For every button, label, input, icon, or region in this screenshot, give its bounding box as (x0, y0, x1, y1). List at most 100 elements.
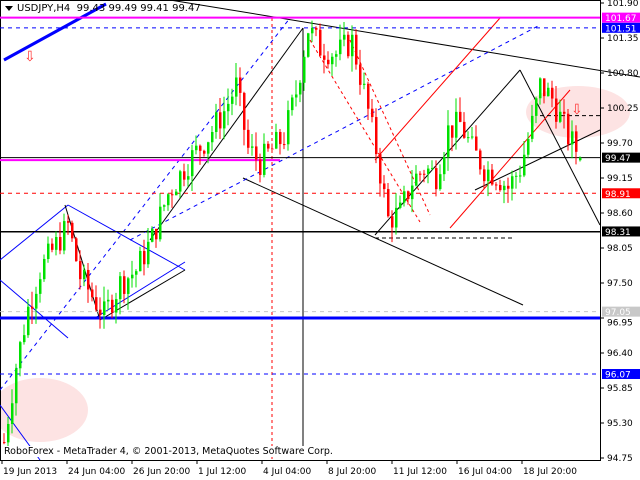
sell-arrow-icon: ⇩ (571, 102, 583, 118)
blue-trend-line (3, 2, 107, 62)
candle-body (551, 87, 554, 99)
candle-body (307, 33, 310, 57)
candle-body (491, 169, 494, 185)
candle-body (295, 94, 298, 98)
candle-body (227, 103, 230, 112)
candle-body (419, 173, 422, 175)
x-tick-label: 8 Jul 20:00 (328, 467, 377, 477)
candle-body (347, 34, 350, 57)
candle-body (479, 150, 482, 170)
candle-body (91, 289, 94, 298)
candle-body (327, 59, 330, 65)
candle-body (7, 423, 10, 443)
candle-body (319, 29, 322, 56)
symbol-label: USDJPY,H4 (17, 3, 71, 14)
candle-body (71, 222, 74, 239)
candle-body (563, 111, 566, 114)
red-channel-line (449, 89, 571, 229)
candle-body (523, 154, 526, 176)
candle-body (219, 112, 222, 129)
candle-body (27, 306, 30, 336)
y-tick-label: 98.60 (607, 209, 633, 219)
x-tick-label: 11 Jul 12:00 (393, 467, 447, 477)
candles (3, 20, 582, 451)
chart-title: USDJPY,H4 99.43 99.49 99.41 99.47 (5, 3, 201, 14)
candle-body (223, 111, 226, 129)
candle-body (15, 368, 18, 404)
plot-border (0, 0, 601, 461)
candle-body (463, 121, 466, 138)
copyright-text: RoboForex - MetaTrader 4, © 2001-2013, M… (4, 446, 333, 457)
dropdown-triangle-icon[interactable] (5, 5, 13, 11)
candle-body (103, 301, 106, 316)
price-label-bg (602, 226, 640, 237)
target-zone (0, 378, 88, 442)
candle-body (407, 191, 410, 200)
candle-body (31, 306, 34, 309)
candle-body (175, 191, 178, 196)
candle-body (135, 271, 138, 275)
x-tick-label: 19 Jun 2013 (3, 467, 57, 477)
candle-body (127, 278, 130, 294)
candle-body (171, 194, 174, 196)
candle-body (263, 143, 266, 175)
trend-line (64, 204, 101, 321)
candle-body (51, 243, 54, 250)
y-tick-label: 101.90 (607, 0, 639, 9)
candle-body (455, 111, 458, 138)
candle-body (499, 185, 502, 191)
candle-body (279, 131, 282, 145)
candle-body (519, 175, 522, 177)
candle-body (531, 115, 534, 139)
price-label: 101.67 (605, 14, 637, 24)
candle-body (163, 205, 166, 207)
candle-body (159, 206, 162, 240)
candle-body (147, 241, 150, 265)
candle-body (195, 145, 198, 151)
candle-body (19, 342, 22, 369)
candle-body (243, 92, 246, 130)
price-label-bg (602, 188, 640, 199)
candle-body (363, 83, 366, 85)
candle-body (367, 83, 370, 109)
candle-body (151, 228, 154, 242)
y-tick-label: 96.95 (607, 319, 633, 329)
candle-body (447, 125, 450, 157)
triangle-line (94, 261, 186, 319)
price-label: 101.51 (605, 24, 637, 34)
candle-body (459, 111, 462, 122)
trend-line (519, 69, 601, 226)
price-label: 98.31 (605, 228, 631, 238)
candle-body (55, 237, 58, 250)
candle-body (355, 34, 358, 65)
candle-body (539, 78, 542, 99)
candle-body (375, 117, 378, 155)
y-tick-label: 99.70 (607, 139, 633, 149)
candle-body (299, 82, 302, 95)
candle-body (575, 131, 578, 152)
price-label: 97.05 (605, 308, 631, 318)
candle-body (323, 55, 326, 60)
candle-body (475, 136, 478, 151)
candle-body (487, 169, 490, 182)
resistance-trend-line (169, 0, 640, 78)
candle-body (59, 237, 62, 251)
candle-body (99, 309, 102, 316)
trend-line (474, 129, 601, 191)
candle-body (287, 110, 290, 145)
candle-body (95, 297, 98, 310)
candle-body (155, 228, 158, 240)
candle-body (339, 39, 342, 55)
candle-body (179, 171, 182, 192)
candle-body (231, 96, 234, 104)
candle-body (35, 293, 38, 309)
candle-body (87, 269, 90, 290)
candle-body (75, 238, 78, 262)
candle-body (43, 258, 46, 280)
candle-body (183, 171, 186, 180)
candle-body (111, 299, 114, 313)
candle-body (511, 176, 514, 189)
ohlc-readout: 99.43 99.49 99.41 99.47 (76, 3, 201, 14)
